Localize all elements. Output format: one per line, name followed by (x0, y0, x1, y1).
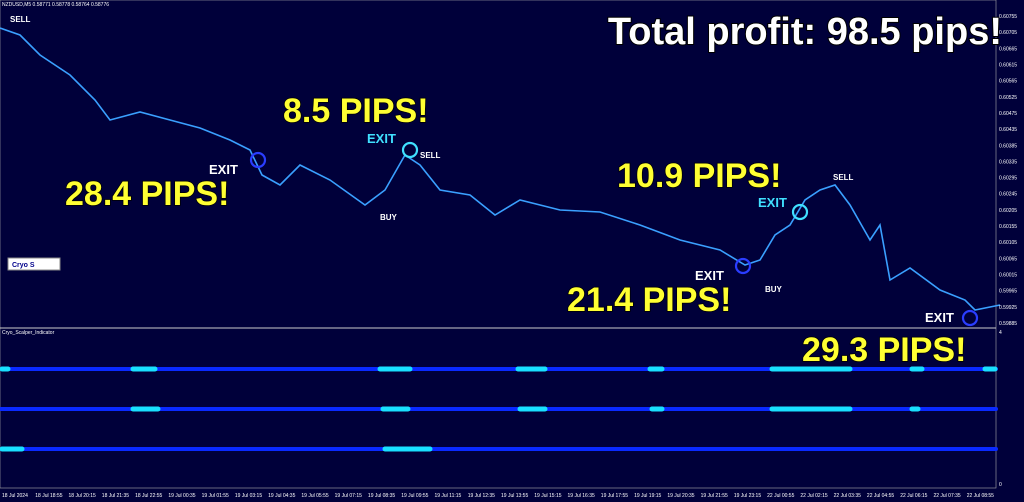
price-label: 0.60615 (999, 62, 1017, 68)
buy-marker: BUY (765, 285, 783, 294)
sell-marker: SELL (10, 15, 31, 24)
price-label: 0.59885 (999, 321, 1017, 327)
time-label: 22 Jul 04:55 (867, 493, 894, 499)
time-label: 19 Jul 19:15 (634, 493, 661, 499)
price-label: 0.60705 (999, 30, 1017, 36)
pips-label: 28.4 PIPS! (65, 175, 229, 213)
time-label: 19 Jul 08:35 (368, 493, 395, 499)
time-label: 19 Jul 11:15 (434, 493, 461, 499)
symbol-info: NZDUSD,M5 0.58771 0.58778 0.58764 0.5877… (2, 2, 109, 8)
price-label: 0.60295 (999, 176, 1017, 182)
exit-marker: EXIT (695, 268, 724, 283)
time-label: 19 Jul 16:35 (568, 493, 595, 499)
price-label: 0.60665 (999, 46, 1017, 52)
time-label: 19 Jul 12:35 (468, 493, 495, 499)
price-label: 0.59965 (999, 289, 1017, 295)
total-profit: Total profit: 98.5 pips! (608, 11, 1002, 53)
exit-circles (249, 141, 979, 327)
exit-marker: EXIT (925, 310, 954, 325)
time-label: 19 Jul 20:35 (667, 493, 694, 499)
price-label: 0.60385 (999, 143, 1017, 149)
time-label: 19 Jul 04:35 (268, 493, 295, 499)
price-label: 0.60065 (999, 256, 1017, 262)
price-label: 0.60525 (999, 95, 1017, 101)
time-label: 19 Jul 07:15 (335, 493, 362, 499)
buy-marker: BUY (380, 213, 398, 222)
time-label: 22 Jul 02:15 (800, 493, 827, 499)
time-label: 19 Jul 15:15 (534, 493, 561, 499)
time-label: 22 Jul 03:35 (834, 493, 861, 499)
price-label: 0.60105 (999, 240, 1017, 246)
indicator-name: Cryo_Scalper_Indicator (2, 330, 55, 336)
sell-marker: SELL (833, 173, 854, 182)
time-label: 19 Jul 21:55 (701, 493, 728, 499)
exit-marker: EXIT (209, 162, 238, 177)
pips-label: 29.3 PIPS! (802, 331, 966, 369)
time-label: 19 Jul 00:35 (168, 493, 195, 499)
time-label: 18 Jul 21:35 (102, 493, 129, 499)
time-label: 19 Jul 03:15 (235, 493, 262, 499)
time-label: 19 Jul 05:55 (301, 493, 328, 499)
price-label: 0.60245 (999, 192, 1017, 198)
indicator-panel-label: Cryo S (12, 262, 35, 269)
price-label: 0.60015 (999, 273, 1017, 279)
plot-frame (0, 0, 997, 489)
time-label: 18 Jul 2024 (2, 493, 28, 499)
exit-marker: EXIT (367, 131, 396, 146)
pips-label: 10.9 PIPS! (617, 157, 781, 195)
time-label: 18 Jul 20:15 (69, 493, 96, 499)
price-label: 0.60435 (999, 127, 1017, 133)
pips-label: 21.4 PIPS! (567, 281, 731, 319)
time-label: 18 Jul 18:55 (35, 493, 62, 499)
time-label: 19 Jul 09:55 (401, 493, 428, 499)
time-label: 22 Jul 06:15 (900, 493, 927, 499)
time-label: 19 Jul 13:55 (501, 493, 528, 499)
indicator-scale: 4 (999, 330, 1002, 336)
sell-marker: SELL (420, 151, 441, 160)
price-label: 0.59925 (999, 305, 1017, 311)
indicator-bands (0, 366, 998, 452)
price-label: 0.60205 (999, 208, 1017, 214)
indicator-scale: 0 (999, 482, 1002, 488)
exit-marker: EXIT (758, 195, 787, 210)
price-label: 0.60475 (999, 111, 1017, 117)
indicator-panel-button[interactable] (7, 257, 61, 271)
time-label: 19 Jul 17:55 (601, 493, 628, 499)
price-label: 0.60755 (999, 14, 1017, 20)
time-label: 19 Jul 01:55 (202, 493, 229, 499)
price-label: 0.60335 (999, 159, 1017, 165)
price-line (0, 27, 1001, 311)
time-label: 18 Jul 22:55 (135, 493, 162, 499)
price-label: 0.60155 (999, 224, 1017, 230)
time-label: 22 Jul 08:55 (967, 493, 994, 499)
time-label: 19 Jul 23:15 (734, 493, 761, 499)
time-label: 22 Jul 00:55 (767, 493, 794, 499)
pips-label: 8.5 PIPS! (283, 92, 429, 130)
time-label: 22 Jul 07:35 (933, 493, 960, 499)
price-label: 0.60565 (999, 79, 1017, 85)
